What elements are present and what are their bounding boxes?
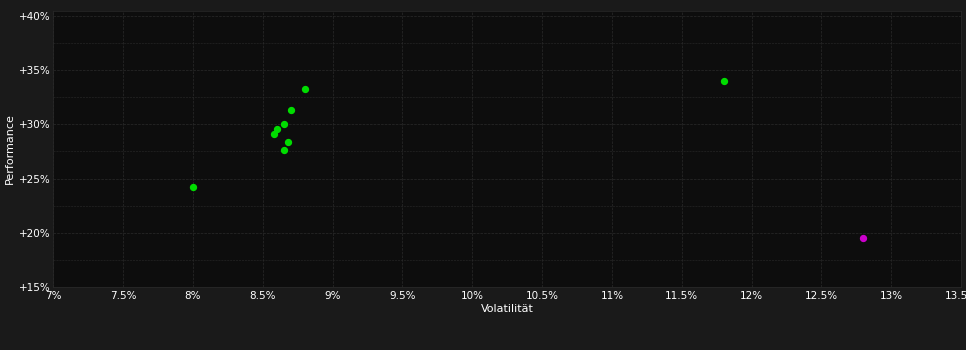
Point <box>716 78 731 84</box>
Point <box>297 86 312 91</box>
Y-axis label: Performance: Performance <box>5 113 14 184</box>
Point <box>276 148 292 153</box>
Point <box>283 107 298 113</box>
Point <box>856 236 871 241</box>
X-axis label: Volatilität: Volatilität <box>481 304 533 314</box>
Point <box>280 139 296 145</box>
Point <box>185 184 201 190</box>
Point <box>269 126 284 132</box>
Point <box>276 121 292 127</box>
Point <box>266 131 281 137</box>
